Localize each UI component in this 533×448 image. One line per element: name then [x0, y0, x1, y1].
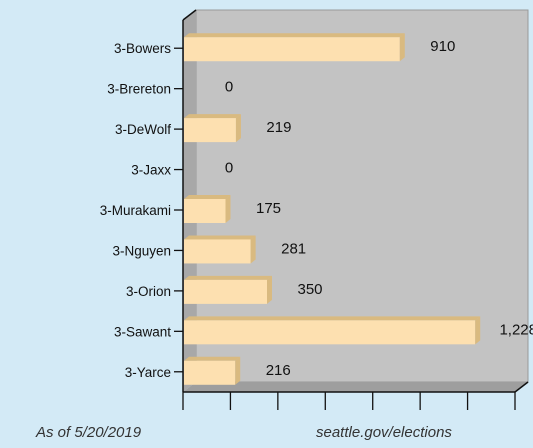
bar-front-2	[184, 118, 236, 143]
value-label-4: 175	[256, 200, 281, 217]
bar-top-6	[184, 275, 272, 280]
category-label-5: 3-Nguyen	[112, 243, 171, 258]
plot-top-edge	[182, 9, 197, 21]
value-label-3: 0	[225, 160, 233, 177]
bar-top-4	[184, 195, 231, 199]
bar-side-5	[250, 235, 256, 264]
bar-3-Sawant	[184, 316, 481, 345]
bar-front-5	[184, 239, 251, 264]
bar-side-2	[235, 114, 241, 143]
value-label-1: 0	[225, 79, 233, 96]
category-label-7: 3-Sawant	[114, 324, 171, 339]
bar-3-Bowers	[184, 33, 405, 62]
bar-front-7	[184, 320, 476, 345]
bar-top-0	[184, 33, 405, 38]
bars-group	[184, 33, 481, 385]
category-labels: 3-Bowers 3-Brereton 3-DeWolf 3-Jaxx 3-Muraka…	[100, 41, 172, 380]
category-label-2: 3-DeWolf	[115, 122, 171, 137]
bar-top-8	[184, 356, 241, 361]
bar-3-Murakami	[184, 195, 231, 223]
bar-top-7	[184, 316, 481, 321]
category-label-8: 3-Yarce	[125, 365, 171, 380]
plot-floor	[183, 382, 528, 392]
x-axis-ticks	[182, 392, 516, 410]
category-label-0: 3-Bowers	[114, 41, 171, 56]
bar-side-6	[267, 275, 272, 304]
bar-front-8	[184, 360, 236, 385]
value-label-8: 216	[266, 362, 291, 379]
bar-side-7	[475, 316, 481, 345]
bar-side-8	[235, 356, 241, 385]
source-link[interactable]: seattle.gov/elections	[316, 424, 452, 441]
as-of-date: As of 5/20/2019	[36, 424, 142, 441]
y-axis-ticks	[174, 47, 183, 373]
value-label-0: 910	[430, 38, 455, 55]
bar-3-Nguyen	[184, 235, 256, 264]
category-label-6: 3-Orion	[126, 284, 171, 299]
value-label-7: 1,228	[499, 321, 533, 338]
value-label-5: 281	[281, 240, 306, 257]
category-label-1: 3-Brereton	[107, 82, 171, 97]
bar-3-Orion	[184, 275, 272, 304]
bar-3-Yarce	[184, 356, 241, 385]
bar-3-DeWolf	[184, 114, 241, 143]
plot-floor-edge	[514, 381, 529, 393]
bar-side-4	[225, 195, 231, 223]
bar-top-5	[184, 235, 256, 240]
bar-side-0	[399, 33, 405, 62]
category-label-3: 3-Jaxx	[131, 163, 171, 178]
bar-front-6	[184, 279, 267, 304]
category-label-4: 3-Murakami	[100, 203, 171, 218]
value-label-2: 219	[266, 119, 291, 136]
value-labels: 910 0 219 0 175 281 350 1,228 216	[225, 38, 533, 379]
value-label-6: 350	[297, 281, 322, 298]
bar-front-4	[184, 199, 226, 223]
bar-front-0	[184, 37, 400, 62]
bar-top-2	[184, 114, 241, 119]
